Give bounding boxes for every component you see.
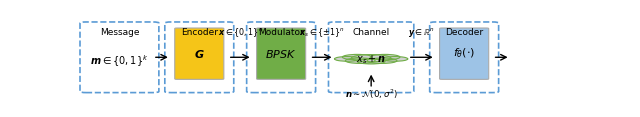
FancyBboxPatch shape xyxy=(257,28,306,79)
Text: $\boldsymbol{m}\in\{0,1\}^k$: $\boldsymbol{m}\in\{0,1\}^k$ xyxy=(90,53,148,69)
FancyBboxPatch shape xyxy=(440,28,489,79)
Text: Message: Message xyxy=(100,28,139,37)
Text: $\boldsymbol{n}\sim\mathcal{N}(0,\sigma^2)$: $\boldsymbol{n}\sim\mathcal{N}(0,\sigma^… xyxy=(345,87,397,101)
Text: $\boldsymbol{x}_s\in\{\pm1\}^n$: $\boldsymbol{x}_s\in\{\pm1\}^n$ xyxy=(299,27,345,39)
Circle shape xyxy=(367,58,397,63)
Text: $\it{BPSK}$: $\it{BPSK}$ xyxy=(266,48,297,60)
Text: $x_s + \boldsymbol{n}$: $x_s + \boldsymbol{n}$ xyxy=(356,54,387,66)
Circle shape xyxy=(335,57,360,61)
Text: Decoder: Decoder xyxy=(445,28,483,37)
Text: $f_\theta(\cdot)$: $f_\theta(\cdot)$ xyxy=(453,47,476,60)
FancyBboxPatch shape xyxy=(175,28,224,79)
Circle shape xyxy=(370,54,400,60)
Circle shape xyxy=(351,55,391,62)
Circle shape xyxy=(382,57,408,61)
Circle shape xyxy=(357,59,385,64)
Text: Channel: Channel xyxy=(353,28,390,37)
Text: Encoder: Encoder xyxy=(180,28,218,37)
Circle shape xyxy=(346,58,375,63)
Text: Modulator: Modulator xyxy=(259,28,304,37)
Text: $\boldsymbol{y}\in\mathbb{R}^n$: $\boldsymbol{y}\in\mathbb{R}^n$ xyxy=(408,26,435,39)
Text: $\boldsymbol{x}\in\{0,1\}^n$: $\boldsymbol{x}\in\{0,1\}^n$ xyxy=(218,27,263,39)
Circle shape xyxy=(342,54,372,60)
Text: $\boldsymbol{G}$: $\boldsymbol{G}$ xyxy=(194,48,205,60)
